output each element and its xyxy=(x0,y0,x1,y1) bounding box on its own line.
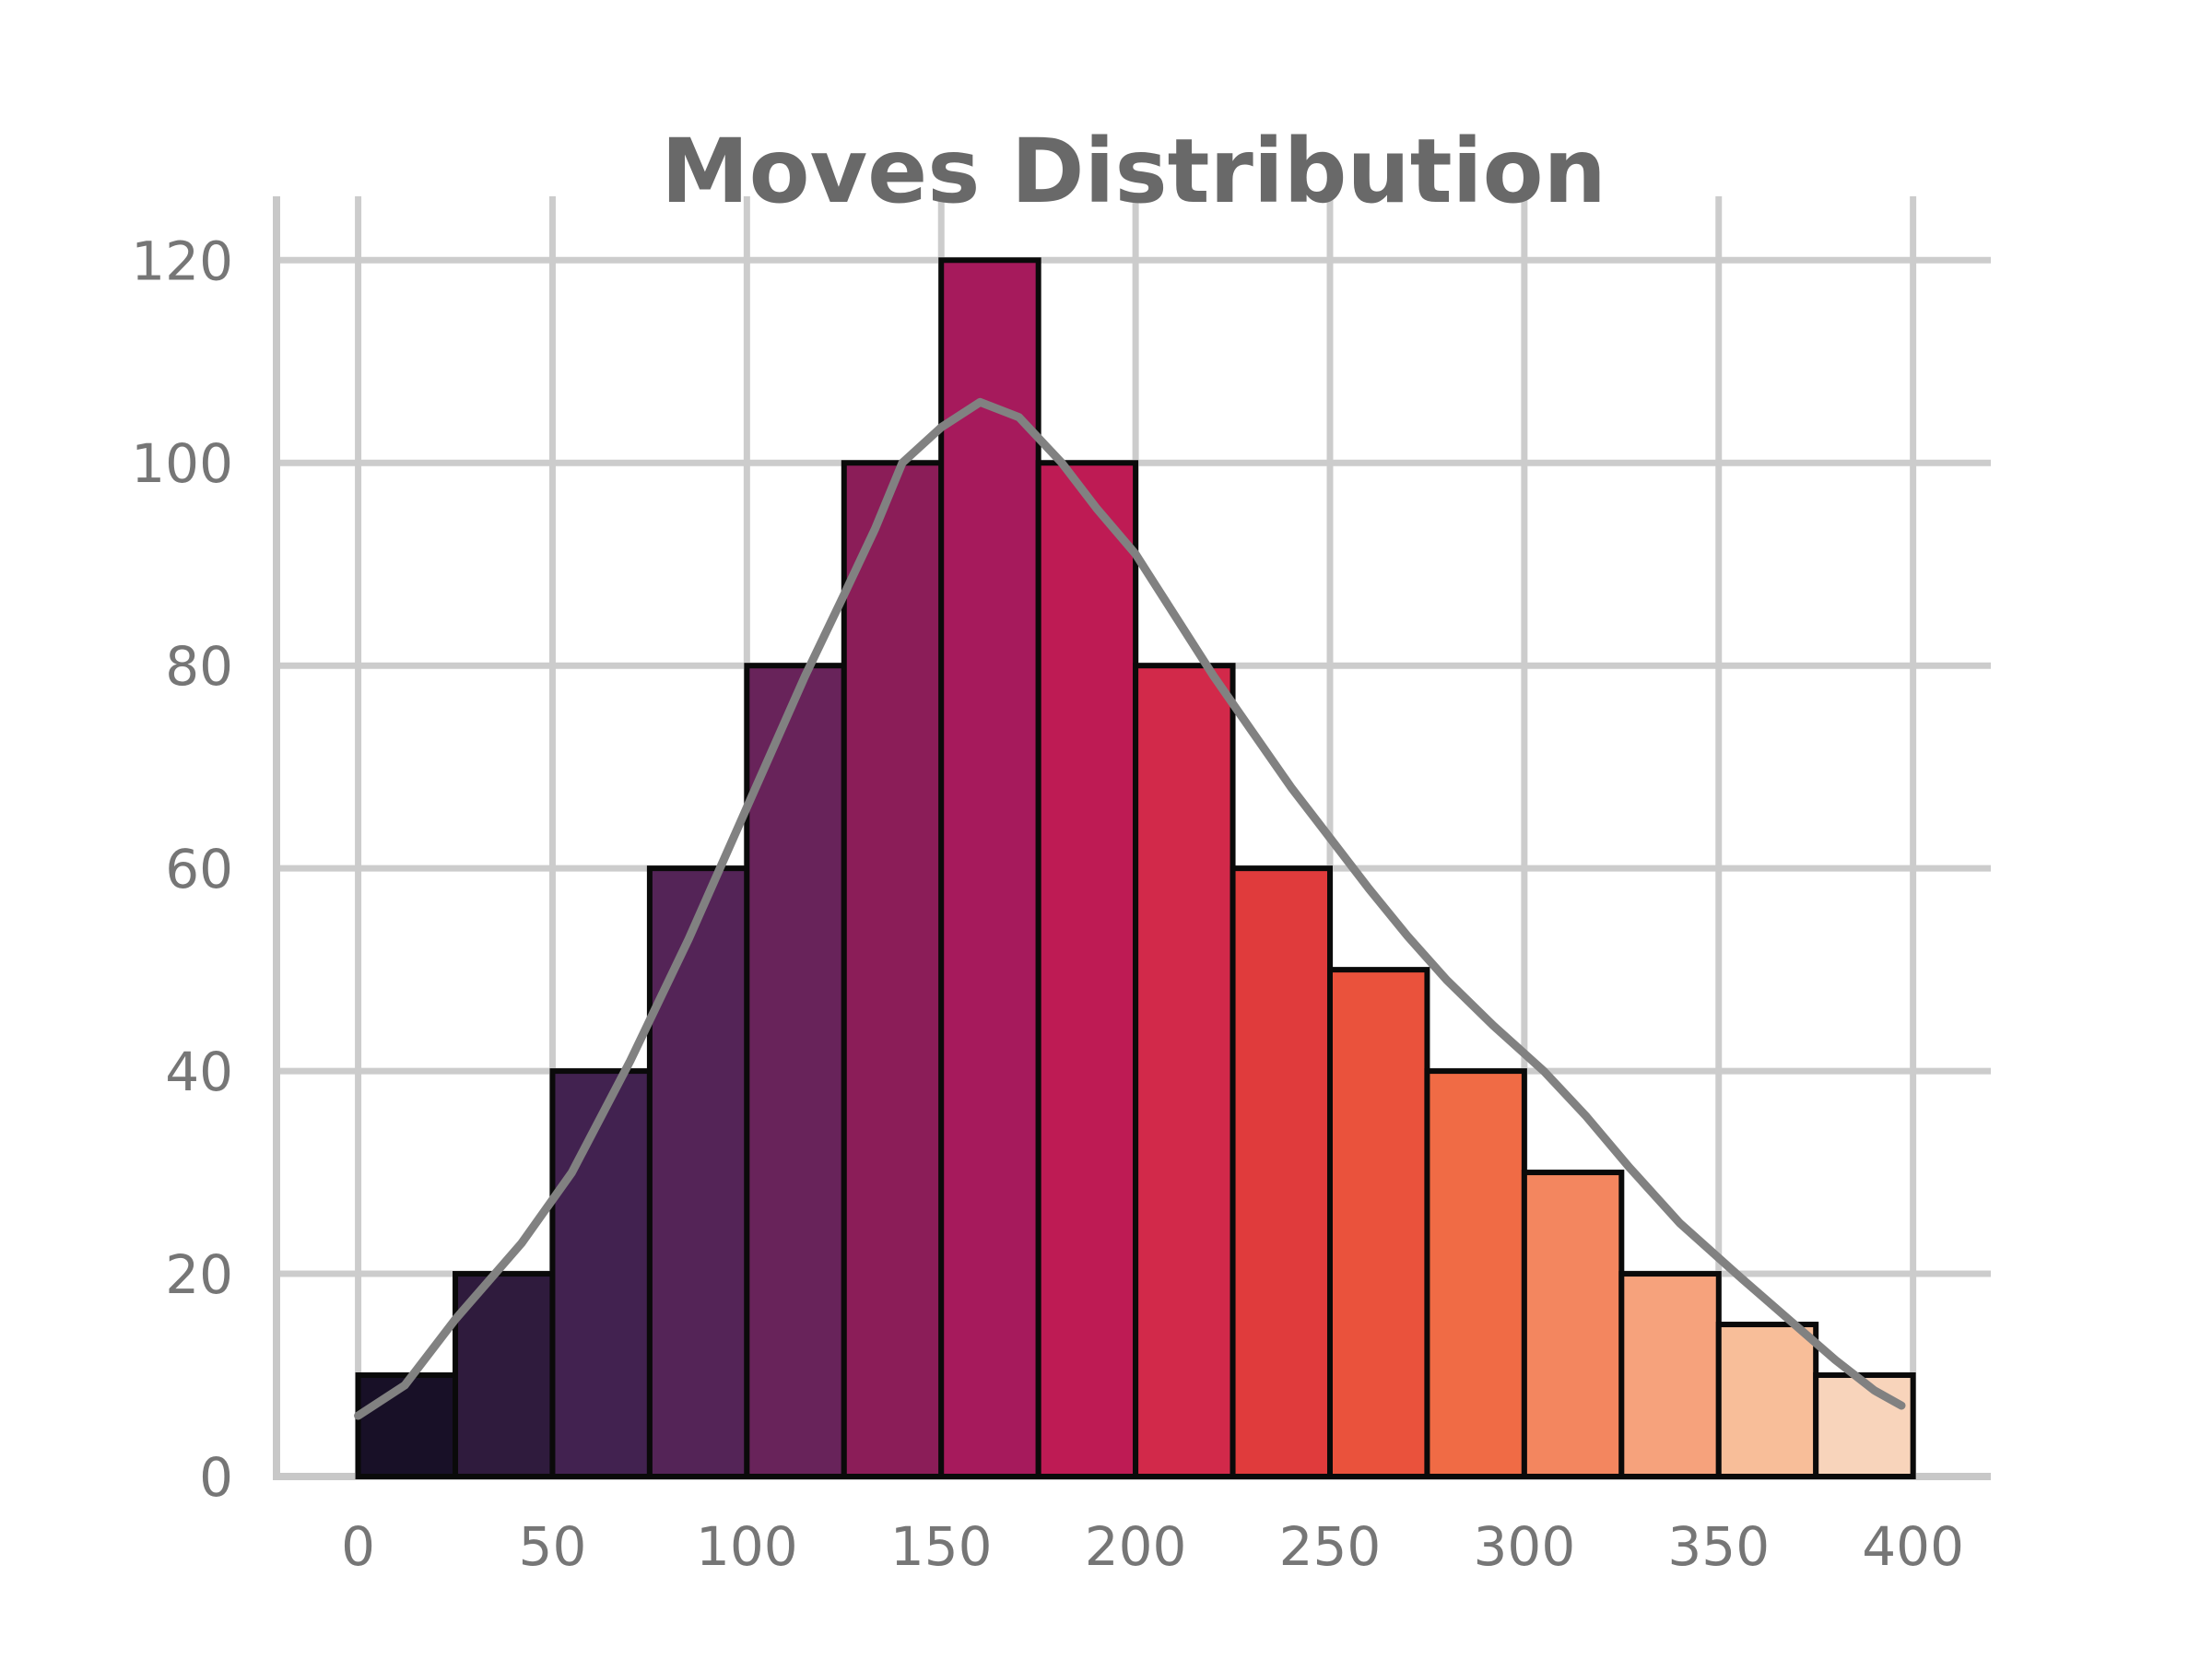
y-tick-label: 40 xyxy=(165,1041,233,1103)
histogram-bar xyxy=(646,865,750,1479)
y-axis-labels: 0 20 40 60 80 100 120 xyxy=(131,229,233,1509)
chart-title: Moves Distribution xyxy=(661,120,1606,223)
histogram-bar xyxy=(938,257,1041,1479)
y-tick-label: 0 xyxy=(199,1446,233,1509)
y-tick-label: 100 xyxy=(131,432,233,495)
x-tick-label: 200 xyxy=(1085,1515,1187,1578)
x-tick-label: 50 xyxy=(519,1515,587,1578)
histogram-bar xyxy=(453,1271,556,1479)
histogram-bar xyxy=(1035,460,1139,1479)
x-tick-label: 350 xyxy=(1667,1515,1770,1578)
histogram-bar xyxy=(549,1068,653,1479)
histogram-bar xyxy=(744,663,847,1479)
histogram-bar xyxy=(1813,1372,1916,1480)
kde-group xyxy=(354,397,1906,1420)
histogram-bar xyxy=(1230,865,1333,1479)
x-tick-label: 0 xyxy=(341,1515,375,1578)
y-tick-label: 120 xyxy=(131,229,233,292)
histogram-bar xyxy=(841,460,945,1479)
histogram-bar xyxy=(1424,1068,1527,1479)
histogram-bar xyxy=(1133,663,1236,1479)
x-tick-label: 150 xyxy=(890,1515,993,1578)
x-tick-label: 250 xyxy=(1279,1515,1382,1578)
y-tick-label: 80 xyxy=(165,635,233,698)
bars-group xyxy=(355,257,1916,1480)
x-tick-label: 100 xyxy=(696,1515,798,1578)
x-tick-label: 400 xyxy=(1862,1515,1964,1578)
y-tick-label: 20 xyxy=(165,1243,233,1306)
kde-curve xyxy=(354,397,1906,1420)
x-axis-labels: 0 50 100 150 200 250 300 350 400 xyxy=(341,1515,1964,1578)
y-tick-label: 60 xyxy=(165,838,233,900)
histogram-bar xyxy=(355,1372,459,1480)
histogram-bar xyxy=(1618,1271,1722,1479)
histogram-bar xyxy=(1715,1322,1819,1480)
histogram-bar xyxy=(1326,967,1430,1479)
histogram-bar xyxy=(1521,1170,1625,1480)
x-tick-label: 300 xyxy=(1474,1515,1576,1578)
